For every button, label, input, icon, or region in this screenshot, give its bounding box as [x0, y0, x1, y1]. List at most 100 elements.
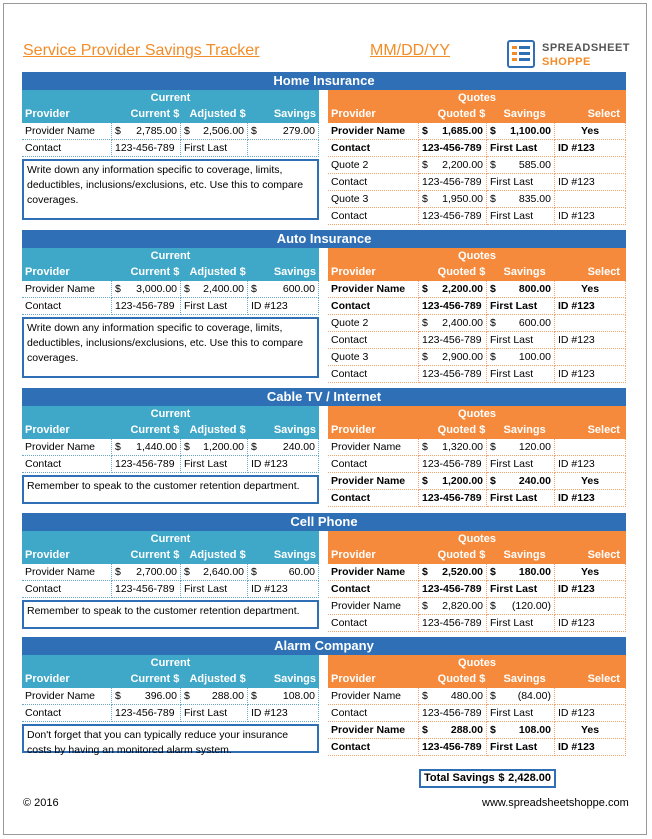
quoted-amount[interactable]: $ 288.00 — [419, 722, 487, 739]
quoted-amount[interactable]: $ 2,900.00 — [419, 349, 487, 366]
contact-label[interactable]: Contact — [328, 332, 419, 349]
quote-savings[interactable]: $ (84.00) — [487, 688, 555, 705]
contact-label[interactable]: Contact — [328, 490, 419, 507]
current-provider-name[interactable]: Provider Name — [22, 439, 112, 456]
contact-id[interactable]: ID #123 — [555, 174, 626, 191]
current-savings[interactable]: $ 600.00 — [248, 281, 319, 298]
contact-label[interactable]: Contact — [328, 140, 419, 157]
quoted-amount[interactable]: $ 2,400.00 — [419, 315, 487, 332]
contact-label[interactable]: Contact — [22, 456, 112, 473]
contact-name[interactable]: First Last — [487, 298, 555, 315]
quote-provider-name[interactable]: Quote 2 — [328, 157, 419, 174]
contact-phone[interactable]: 123-456-789 — [112, 298, 181, 315]
contact-label[interactable]: Contact — [328, 705, 419, 722]
select-value[interactable] — [555, 688, 626, 705]
contact-name[interactable]: First Last — [181, 456, 248, 473]
contact-name[interactable]: First Last — [181, 140, 248, 157]
quoted-amount[interactable]: $ 2,200.00 — [419, 157, 487, 174]
contact-name[interactable]: First Last — [181, 705, 248, 722]
current-savings[interactable]: $ 279.00 — [248, 123, 319, 140]
adjusted-amount[interactable]: $ 2,506.00 — [181, 123, 248, 140]
quote-savings[interactable]: $ 585.00 — [487, 157, 555, 174]
notes-box[interactable]: Don't forget that you can typically redu… — [22, 724, 319, 756]
contact-phone[interactable]: 123-456-789 — [419, 615, 487, 632]
select-value[interactable]: Yes — [555, 722, 626, 739]
quote-savings[interactable]: $ 180.00 — [487, 564, 555, 581]
contact-id[interactable] — [248, 140, 319, 157]
contact-label[interactable]: Contact — [22, 705, 112, 722]
contact-name[interactable]: First Last — [487, 332, 555, 349]
adjusted-amount[interactable]: $ 1,200.00 — [181, 439, 248, 456]
quote-provider-name[interactable]: Provider Name — [328, 473, 419, 490]
contact-name[interactable]: First Last — [487, 615, 555, 632]
contact-name[interactable]: First Last — [487, 208, 555, 225]
quote-savings[interactable]: $ 600.00 — [487, 315, 555, 332]
contact-label[interactable]: Contact — [328, 456, 419, 473]
contact-phone[interactable]: 123-456-789 — [419, 298, 487, 315]
quote-provider-name[interactable]: Quote 2 — [328, 315, 419, 332]
adjusted-amount[interactable]: $ 288.00 — [181, 688, 248, 705]
contact-id[interactable]: ID #123 — [555, 332, 626, 349]
quoted-amount[interactable]: $ 1,200.00 — [419, 473, 487, 490]
quote-provider-name[interactable]: Quote 3 — [328, 349, 419, 366]
current-provider-name[interactable]: Provider Name — [22, 564, 112, 581]
quote-provider-name[interactable]: Quote 3 — [328, 191, 419, 208]
contact-label[interactable]: Contact — [328, 208, 419, 225]
contact-phone[interactable]: 123-456-789 — [419, 174, 487, 191]
quote-provider-name[interactable]: Provider Name — [328, 281, 419, 298]
date-field[interactable]: MM/DD/YY — [370, 42, 450, 59]
current-provider-name[interactable]: Provider Name — [22, 123, 112, 140]
quoted-amount[interactable]: $ 1,320.00 — [419, 439, 487, 456]
contact-phone[interactable]: 123-456-789 — [112, 705, 181, 722]
contact-id[interactable]: ID #123 — [248, 456, 319, 473]
quote-savings[interactable]: $ 100.00 — [487, 349, 555, 366]
contact-name[interactable]: First Last — [487, 174, 555, 191]
contact-label[interactable]: Contact — [328, 298, 419, 315]
select-value[interactable]: Yes — [555, 281, 626, 298]
quote-provider-name[interactable]: Provider Name — [328, 722, 419, 739]
adjusted-amount[interactable]: $ 2,400.00 — [181, 281, 248, 298]
current-amount[interactable]: $ 3,000.00 — [112, 281, 181, 298]
quote-savings[interactable]: $ 800.00 — [487, 281, 555, 298]
contact-phone[interactable]: 123-456-789 — [112, 581, 181, 598]
contact-label[interactable]: Contact — [328, 174, 419, 191]
notes-box[interactable]: Write down any information specific to c… — [22, 317, 319, 378]
quoted-amount[interactable]: $ 2,820.00 — [419, 598, 487, 615]
contact-phone[interactable]: 123-456-789 — [419, 332, 487, 349]
quote-provider-name[interactable]: Provider Name — [328, 439, 419, 456]
contact-label[interactable]: Contact — [22, 581, 112, 598]
current-amount[interactable]: $ 2,785.00 — [112, 123, 181, 140]
contact-label[interactable]: Contact — [328, 615, 419, 632]
current-savings[interactable]: $ 240.00 — [248, 439, 319, 456]
contact-name[interactable]: First Last — [487, 739, 555, 756]
quote-savings[interactable]: $ 240.00 — [487, 473, 555, 490]
contact-id[interactable]: ID #123 — [555, 705, 626, 722]
contact-name[interactable]: First Last — [487, 456, 555, 473]
contact-id[interactable]: ID #123 — [555, 298, 626, 315]
select-value[interactable] — [555, 315, 626, 332]
select-value[interactable]: Yes — [555, 473, 626, 490]
contact-phone[interactable]: 123-456-789 — [419, 456, 487, 473]
contact-name[interactable]: First Last — [181, 581, 248, 598]
quoted-amount[interactable]: $ 2,520.00 — [419, 564, 487, 581]
contact-id[interactable]: ID #123 — [555, 140, 626, 157]
contact-id[interactable]: ID #123 — [555, 490, 626, 507]
quote-provider-name[interactable]: Provider Name — [328, 123, 419, 140]
current-amount[interactable]: $ 2,700.00 — [112, 564, 181, 581]
current-savings[interactable]: $ 108.00 — [248, 688, 319, 705]
contact-label[interactable]: Contact — [328, 366, 419, 383]
contact-id[interactable]: ID #123 — [248, 705, 319, 722]
select-value[interactable] — [555, 439, 626, 456]
quote-provider-name[interactable]: Provider Name — [328, 598, 419, 615]
current-savings[interactable]: $ 60.00 — [248, 564, 319, 581]
contact-phone[interactable]: 123-456-789 — [419, 140, 487, 157]
select-value[interactable]: Yes — [555, 564, 626, 581]
current-amount[interactable]: $ 396.00 — [112, 688, 181, 705]
select-value[interactable] — [555, 598, 626, 615]
current-amount[interactable]: $ 1,440.00 — [112, 439, 181, 456]
contact-name[interactable]: First Last — [487, 140, 555, 157]
contact-phone[interactable]: 123-456-789 — [112, 140, 181, 157]
contact-label[interactable]: Contact — [22, 140, 112, 157]
current-provider-name[interactable]: Provider Name — [22, 688, 112, 705]
select-value[interactable] — [555, 191, 626, 208]
